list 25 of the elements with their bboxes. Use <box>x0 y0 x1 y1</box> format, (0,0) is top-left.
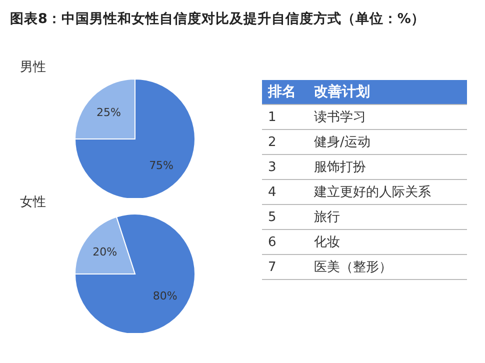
data-label: 75% <box>149 158 174 172</box>
text: 改善计划 <box>308 80 467 104</box>
data-label: 20% <box>92 246 118 259</box>
data-label: 3 <box>262 154 308 180</box>
chart-subtitle: 女性 <box>20 194 46 211</box>
category-label: 读书学习 <box>308 104 467 130</box>
category-label: 化妆 <box>308 230 467 254</box>
data-label: 80% <box>152 289 178 302</box>
chart-title: 图表8：中国男性和女性自信度对比及提升自信度方式（单位：%） <box>10 10 425 28</box>
category-label: 医美（整形） <box>308 254 467 280</box>
category-label: 建立更好的人际关系 <box>308 180 467 204</box>
category-label: 服饰打扮 <box>308 154 467 180</box>
data-label: 5 <box>262 204 308 230</box>
pie-slice <box>74 78 196 198</box>
data-label: 1 <box>262 104 308 130</box>
data-label: 6 <box>262 230 308 254</box>
chart-subtitle: 男性 <box>20 59 46 76</box>
data-label: 25% <box>96 106 121 120</box>
text: 排名 <box>262 80 308 104</box>
category-label: 健身/运动 <box>308 130 467 154</box>
category-label: 旅行 <box>308 204 467 230</box>
data-label: 2 <box>262 130 308 154</box>
data-label: 7 <box>262 254 308 280</box>
pie-slice <box>74 214 196 333</box>
data-label: 4 <box>262 180 308 204</box>
